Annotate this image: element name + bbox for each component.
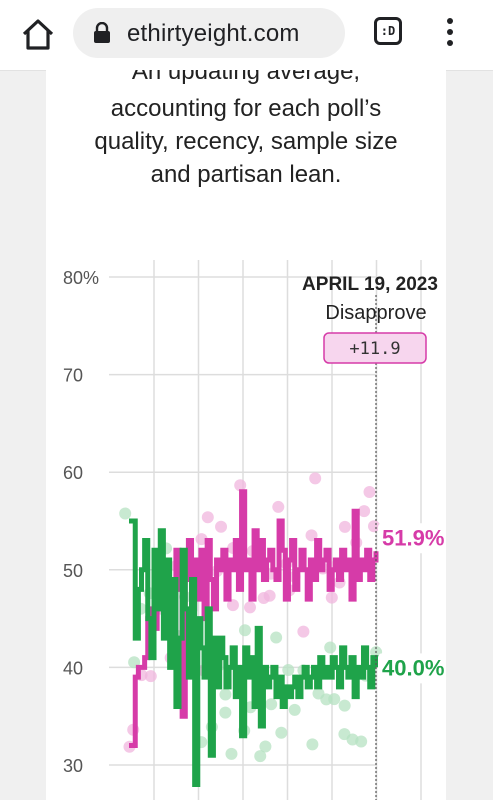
approve-poll-dot <box>119 507 132 520</box>
disapprove-poll-dot <box>297 625 310 638</box>
approve-poll-dot <box>219 706 232 719</box>
y-tick-label: 80% <box>63 268 99 288</box>
y-tick-label: 70 <box>63 366 83 386</box>
disapprove-poll-dot <box>309 472 322 485</box>
y-tick-label: 30 <box>63 756 83 776</box>
disapprove-poll-dot <box>338 520 351 533</box>
approve-poll-dot <box>288 703 301 716</box>
home-icon[interactable] <box>18 14 58 54</box>
subtitle-line: accounting for each poll’s <box>110 95 382 122</box>
disapprove-poll-dot <box>215 520 228 533</box>
approve-line <box>129 518 379 788</box>
disapprove-end-label: 51.9% <box>382 525 444 550</box>
chart-subtitle: An updating average, accounting for each… <box>46 70 446 192</box>
hover-series-name: Disapprove <box>325 302 426 324</box>
approve-poll-dot <box>259 740 272 753</box>
approve-poll-dot <box>265 698 278 711</box>
margin-badge <box>323 332 427 364</box>
approve-poll-dot <box>355 735 368 748</box>
disapprove-poll-dot <box>234 479 247 492</box>
subtitle-line: An updating average, <box>131 70 361 85</box>
y-tick-label: 40 <box>63 658 83 678</box>
disapprove-poll-dot <box>201 511 214 524</box>
y-tick-label: 50 <box>63 561 83 581</box>
approve-poll-dot <box>225 747 238 760</box>
approve-poll-dot <box>275 726 288 739</box>
approve-end-label: 40.0% <box>382 655 444 680</box>
margin-value: +11.9 <box>349 339 400 359</box>
approve-poll-dot <box>238 624 251 637</box>
disapprove-poll-dot <box>325 591 338 604</box>
tab-switcher-button[interactable]: :D <box>374 17 402 45</box>
subtitle-line: and partisan lean. <box>150 161 342 188</box>
approve-poll-dot <box>254 750 267 763</box>
disapprove-poll-dot <box>226 599 239 612</box>
lock-icon <box>94 22 110 43</box>
approve-poll-dot <box>306 738 319 751</box>
approve-label-bg <box>378 653 446 684</box>
disapprove-poll-dot <box>263 589 276 602</box>
address-bar[interactable]: ethirtyeight.com <box>73 8 345 58</box>
approve-poll-dot <box>324 641 337 654</box>
approve-poll-dot <box>270 631 283 644</box>
disapprove-poll-dot <box>243 601 256 614</box>
disapprove-poll-dot <box>367 520 380 533</box>
page-card: An updating average, accounting for each… <box>46 70 446 800</box>
url-text: ethirtyeight.com <box>127 20 300 47</box>
overflow-menu-icon[interactable] <box>438 16 462 48</box>
approve-poll-dot <box>338 699 351 712</box>
disapprove-poll-dot <box>363 485 376 498</box>
disapprove-poll-dot <box>144 670 157 683</box>
y-tick-label: 60 <box>63 463 83 483</box>
approve-poll-dot <box>282 663 295 676</box>
hover-date: APRIL 19, 2023 <box>302 274 438 295</box>
disapprove-poll-dot <box>358 505 371 518</box>
approve-poll-dot <box>219 688 232 701</box>
disapprove-poll-dot <box>195 533 208 546</box>
disapprove-poll-dot <box>272 500 285 513</box>
y-axis-labels: 80% 70 60 50 40 30 <box>63 268 99 776</box>
approve-poll-dot <box>328 693 341 706</box>
browser-toolbar: ethirtyeight.com :D <box>0 0 493 71</box>
disapprove-label-bg <box>378 523 446 554</box>
trend-lines <box>129 489 379 788</box>
subtitle-line: quality, recency, sample size <box>94 128 398 155</box>
